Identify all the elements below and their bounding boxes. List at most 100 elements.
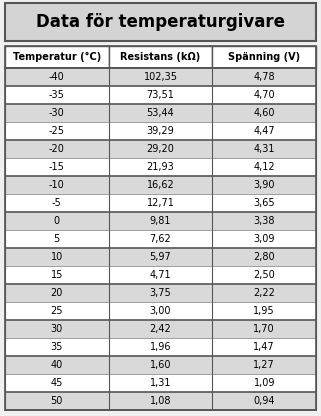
Text: 1,09: 1,09: [254, 378, 275, 388]
Bar: [213, 68, 316, 86]
Bar: [213, 140, 316, 158]
Text: 5,97: 5,97: [150, 252, 171, 262]
Bar: [213, 104, 316, 122]
Text: 2,50: 2,50: [253, 270, 275, 280]
Bar: [213, 302, 316, 320]
Text: 45: 45: [51, 378, 63, 388]
Bar: [108, 374, 213, 392]
Bar: [5, 302, 108, 320]
Text: 2,22: 2,22: [253, 288, 275, 298]
Bar: [5, 248, 108, 266]
Bar: [108, 104, 213, 122]
Text: 1,31: 1,31: [150, 378, 171, 388]
Text: 3,75: 3,75: [150, 288, 171, 298]
Bar: [108, 68, 213, 86]
Text: 0: 0: [54, 216, 60, 226]
Bar: [5, 212, 108, 230]
Bar: [108, 248, 213, 266]
Text: 1,60: 1,60: [150, 360, 171, 370]
Text: 2,80: 2,80: [253, 252, 275, 262]
Text: 4,78: 4,78: [253, 72, 275, 82]
Text: 15: 15: [51, 270, 63, 280]
Text: 3,00: 3,00: [150, 306, 171, 316]
Bar: [5, 3, 316, 41]
Text: 4,31: 4,31: [254, 144, 275, 154]
Text: 40: 40: [51, 360, 63, 370]
Text: -20: -20: [49, 144, 65, 154]
Text: 4,70: 4,70: [253, 90, 275, 100]
Bar: [213, 176, 316, 194]
Bar: [5, 374, 108, 392]
Text: 9,81: 9,81: [150, 216, 171, 226]
Text: 16,62: 16,62: [147, 180, 174, 190]
Text: 1,27: 1,27: [253, 360, 275, 370]
Text: -35: -35: [49, 90, 65, 100]
Bar: [5, 46, 108, 68]
Bar: [213, 392, 316, 410]
Text: 53,44: 53,44: [147, 108, 174, 118]
Text: Temperatur (°C): Temperatur (°C): [13, 52, 101, 62]
Text: 3,09: 3,09: [254, 234, 275, 244]
Bar: [5, 284, 108, 302]
Bar: [213, 194, 316, 212]
Text: -30: -30: [49, 108, 65, 118]
Bar: [108, 302, 213, 320]
Text: Data för temperaturgivare: Data för temperaturgivare: [36, 13, 285, 31]
Bar: [5, 230, 108, 248]
Text: 21,93: 21,93: [147, 162, 174, 172]
Text: 50: 50: [51, 396, 63, 406]
Text: 1,47: 1,47: [253, 342, 275, 352]
Bar: [213, 230, 316, 248]
Text: 10: 10: [51, 252, 63, 262]
Bar: [213, 356, 316, 374]
Text: 39,29: 39,29: [147, 126, 174, 136]
Text: 12,71: 12,71: [147, 198, 174, 208]
Bar: [5, 86, 108, 104]
Bar: [5, 266, 108, 284]
Text: 4,71: 4,71: [150, 270, 171, 280]
Bar: [108, 356, 213, 374]
Bar: [5, 46, 316, 410]
Text: -25: -25: [49, 126, 65, 136]
Bar: [213, 374, 316, 392]
Bar: [213, 248, 316, 266]
Bar: [108, 140, 213, 158]
Bar: [213, 266, 316, 284]
Bar: [213, 46, 316, 68]
Text: -5: -5: [52, 198, 62, 208]
Text: 3,90: 3,90: [254, 180, 275, 190]
Text: 29,20: 29,20: [147, 144, 174, 154]
Text: 73,51: 73,51: [147, 90, 174, 100]
Text: 1,96: 1,96: [150, 342, 171, 352]
Bar: [108, 266, 213, 284]
Bar: [108, 392, 213, 410]
Bar: [5, 68, 108, 86]
Bar: [213, 284, 316, 302]
Text: 2,42: 2,42: [150, 324, 171, 334]
Bar: [108, 320, 213, 338]
Bar: [5, 104, 108, 122]
Text: 5: 5: [54, 234, 60, 244]
Text: -15: -15: [49, 162, 65, 172]
Bar: [213, 212, 316, 230]
Text: 1,95: 1,95: [253, 306, 275, 316]
Bar: [213, 158, 316, 176]
Bar: [5, 392, 108, 410]
Bar: [108, 212, 213, 230]
Text: 20: 20: [51, 288, 63, 298]
Bar: [5, 122, 108, 140]
Bar: [5, 320, 108, 338]
Text: 4,47: 4,47: [253, 126, 275, 136]
Bar: [108, 338, 213, 356]
Text: 4,60: 4,60: [254, 108, 275, 118]
Bar: [213, 338, 316, 356]
Text: 4,12: 4,12: [253, 162, 275, 172]
Text: Spänning (V): Spänning (V): [228, 52, 300, 62]
Bar: [108, 158, 213, 176]
Text: 35: 35: [51, 342, 63, 352]
Text: 3,65: 3,65: [253, 198, 275, 208]
Text: 3,38: 3,38: [254, 216, 275, 226]
Bar: [5, 356, 108, 374]
Bar: [108, 46, 213, 68]
Text: 0,94: 0,94: [254, 396, 275, 406]
